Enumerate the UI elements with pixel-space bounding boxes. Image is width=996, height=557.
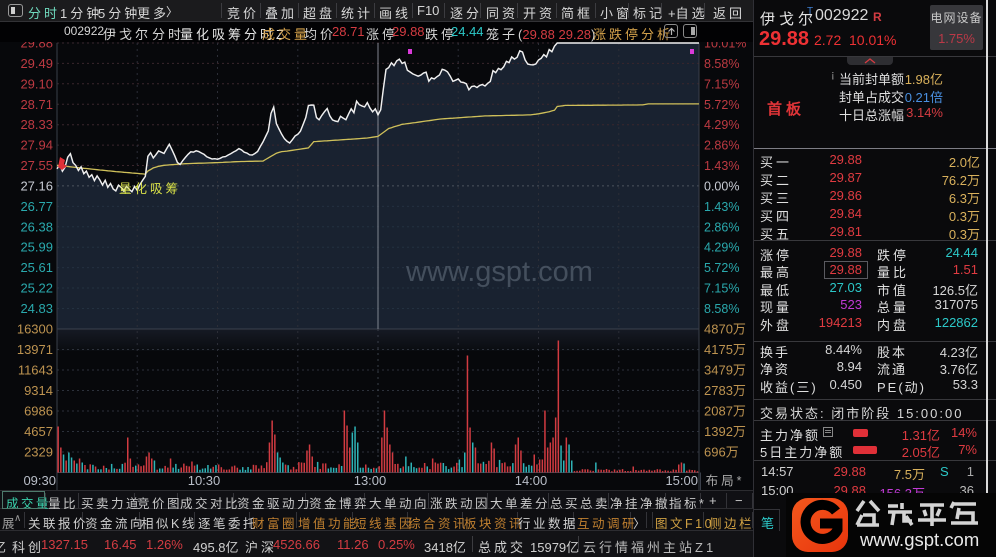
svg-text:2.86%: 2.86% bbox=[704, 220, 739, 234]
svg-text:9314: 9314 bbox=[24, 383, 53, 398]
svg-text:29.10: 29.10 bbox=[20, 76, 53, 91]
svg-text:7.15%: 7.15% bbox=[704, 282, 739, 296]
svg-text:29.49: 29.49 bbox=[20, 56, 53, 71]
svg-text:25.61: 25.61 bbox=[20, 260, 53, 275]
svg-text:13:00: 13:00 bbox=[354, 473, 387, 488]
svg-text:25.99: 25.99 bbox=[20, 240, 53, 255]
svg-text:4.29%: 4.29% bbox=[704, 241, 739, 255]
svg-text:14:00: 14:00 bbox=[515, 473, 548, 488]
svg-text:1.43%: 1.43% bbox=[704, 200, 739, 214]
svg-text:15:00: 15:00 bbox=[665, 473, 698, 488]
svg-text:3479万: 3479万 bbox=[704, 363, 746, 378]
svg-text:13971: 13971 bbox=[17, 342, 53, 357]
svg-text:696万: 696万 bbox=[704, 445, 739, 460]
svg-text:09:30: 09:30 bbox=[23, 473, 56, 488]
svg-text:4657: 4657 bbox=[24, 424, 53, 439]
svg-text:28.71: 28.71 bbox=[20, 97, 53, 112]
svg-text:27.16: 27.16 bbox=[20, 178, 53, 193]
svg-text:7.15%: 7.15% bbox=[704, 77, 739, 91]
svg-text:4.29%: 4.29% bbox=[704, 118, 739, 132]
svg-text:0.00%: 0.00% bbox=[704, 179, 739, 193]
svg-text:16300: 16300 bbox=[17, 322, 53, 337]
svg-text:10.01%: 10.01% bbox=[704, 42, 746, 51]
svg-text:26.38: 26.38 bbox=[20, 219, 53, 234]
svg-text:8.58%: 8.58% bbox=[704, 302, 739, 316]
svg-text:29.88: 29.88 bbox=[20, 42, 53, 51]
svg-text:26.77: 26.77 bbox=[20, 199, 53, 214]
svg-text:1392万: 1392万 bbox=[704, 424, 746, 439]
svg-text:10:30: 10:30 bbox=[188, 473, 221, 488]
svg-text:量化吸筹: 量化吸筹 bbox=[119, 181, 181, 196]
svg-text:4175万: 4175万 bbox=[704, 342, 746, 357]
svg-text:2783万: 2783万 bbox=[704, 383, 746, 398]
svg-text:28.33: 28.33 bbox=[20, 117, 53, 132]
svg-text:27.55: 27.55 bbox=[20, 158, 53, 173]
svg-text:2.86%: 2.86% bbox=[704, 139, 739, 153]
svg-text:1.43%: 1.43% bbox=[704, 159, 739, 173]
svg-text:6986: 6986 bbox=[24, 404, 53, 419]
svg-text:24.83: 24.83 bbox=[20, 301, 53, 316]
svg-text:11643: 11643 bbox=[18, 363, 53, 378]
svg-text:2087万: 2087万 bbox=[704, 404, 746, 419]
svg-text:4870万: 4870万 bbox=[704, 322, 746, 337]
svg-text:5.72%: 5.72% bbox=[704, 98, 739, 112]
svg-text:2329: 2329 bbox=[24, 445, 53, 460]
svg-text:5.72%: 5.72% bbox=[704, 261, 739, 275]
svg-text:27.94: 27.94 bbox=[20, 138, 53, 153]
svg-text:25.22: 25.22 bbox=[20, 281, 53, 296]
svg-text:www.gspt.com: www.gspt.com bbox=[405, 256, 593, 288]
svg-text:8.58%: 8.58% bbox=[704, 57, 739, 71]
svg-text:布局*: 布局* bbox=[706, 474, 745, 488]
